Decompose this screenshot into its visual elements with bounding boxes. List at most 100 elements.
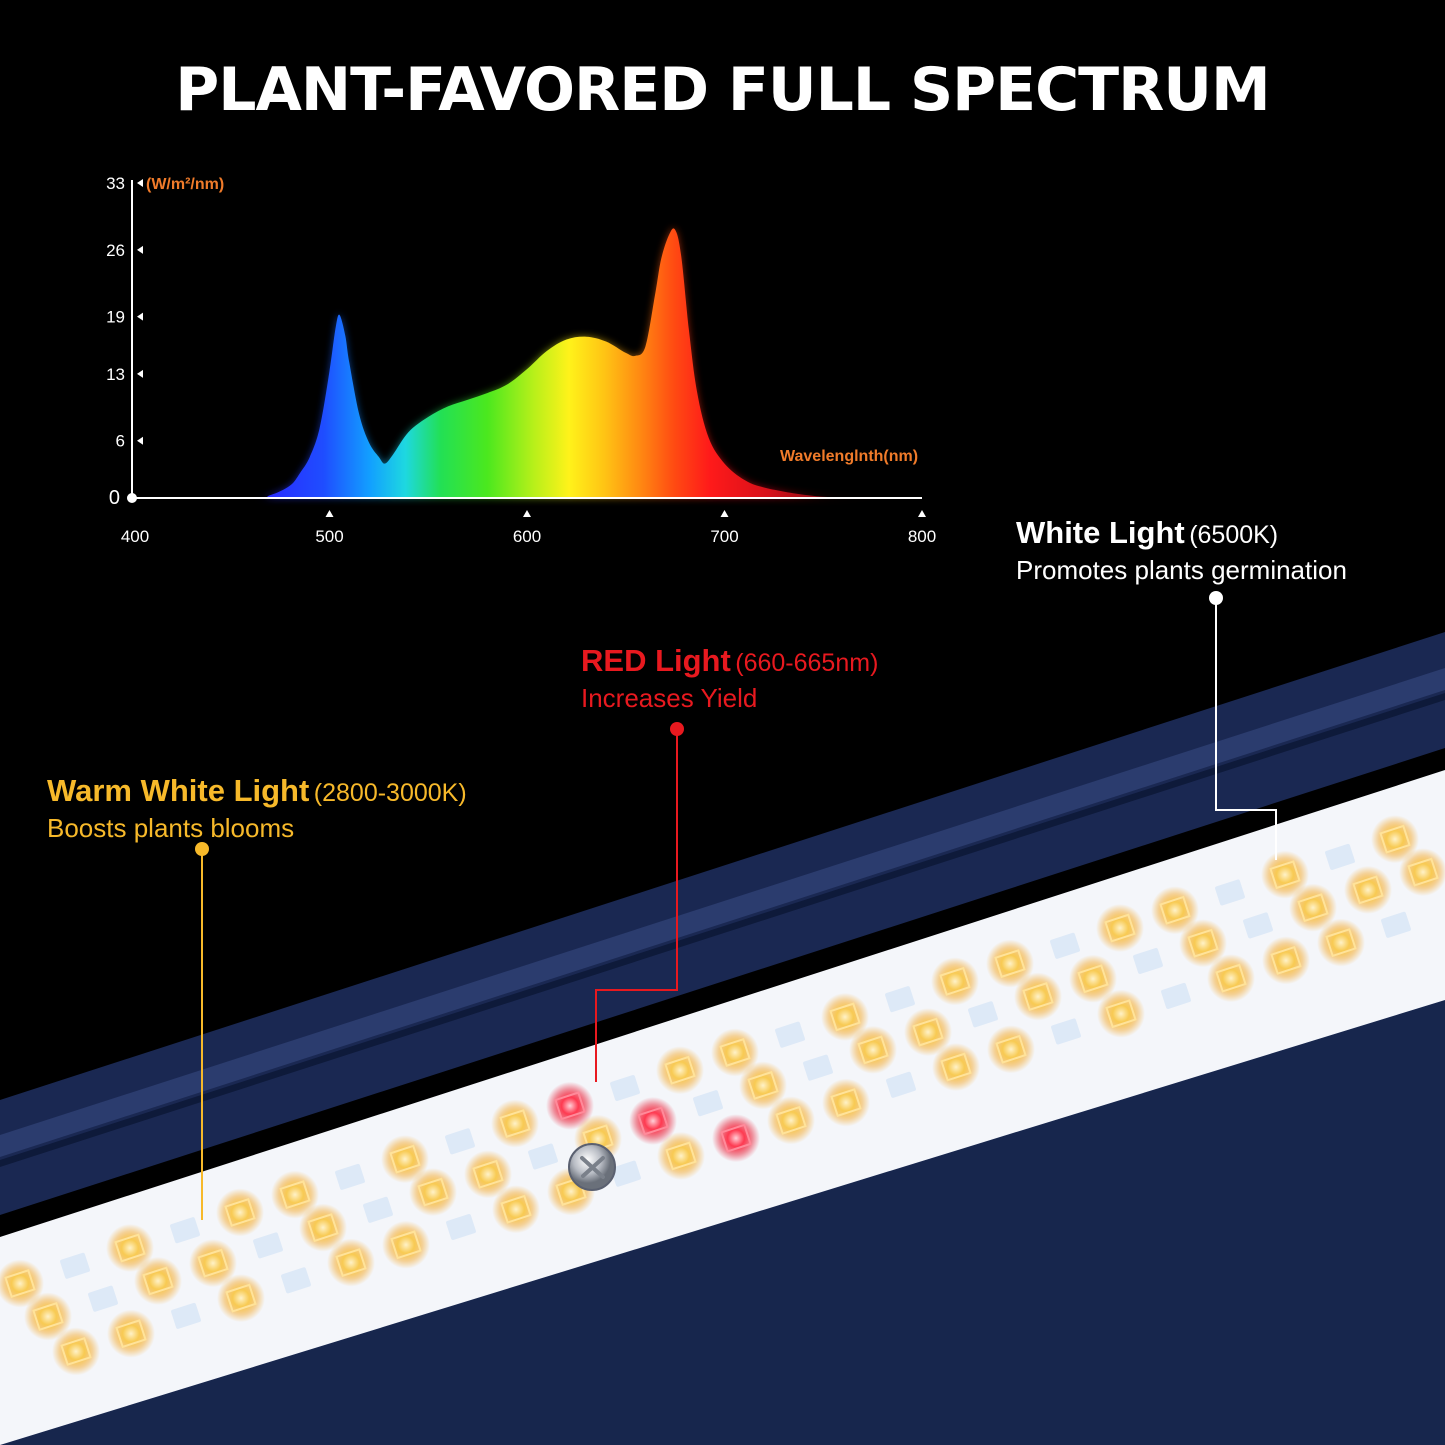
red-light-desc: Increases Yield bbox=[581, 683, 758, 713]
screw-icon bbox=[568, 1143, 616, 1191]
x-tick-label: 800 bbox=[908, 527, 936, 546]
red-led bbox=[712, 1114, 760, 1163]
spectrum-chart: 0 6 13 19 26 33 400 500 600 700 800 (W/m²/nm) Wav… bbox=[106, 174, 936, 546]
warm-led bbox=[299, 1203, 347, 1252]
y-tick-marker bbox=[137, 179, 143, 187]
x-tick-label: 600 bbox=[513, 527, 541, 546]
red-light-callout: RED Light (660-665nm) Increases Yield bbox=[581, 645, 878, 711]
white-led bbox=[60, 1252, 90, 1279]
white-led bbox=[363, 1196, 393, 1223]
bar-housing-rail-dark bbox=[0, 693, 1445, 1167]
white-light-callout: White Light (6500K) Promotes plants germ… bbox=[1016, 517, 1347, 583]
warm-led bbox=[24, 1292, 72, 1341]
page-title: PLANT-FAVORED FULL SPECTRUM bbox=[175, 55, 1270, 125]
warm-led bbox=[52, 1327, 100, 1376]
white-leader-line bbox=[1209, 591, 1277, 860]
warm-led bbox=[739, 1061, 787, 1110]
y-axis-ticks: 0 6 13 19 26 33 bbox=[106, 174, 143, 509]
y-tick-label: 26 bbox=[106, 241, 125, 260]
warm-led bbox=[931, 957, 979, 1006]
warm-led bbox=[0, 1259, 44, 1308]
x-tick-label: 700 bbox=[710, 527, 738, 546]
warm-led bbox=[107, 1309, 155, 1358]
warm-led bbox=[1207, 954, 1255, 1003]
warm-led bbox=[657, 1131, 705, 1180]
white-led bbox=[445, 1128, 475, 1155]
warm-led bbox=[1289, 883, 1337, 932]
axis-origin-dot bbox=[127, 493, 137, 503]
bar-housing-rail bbox=[0, 668, 1445, 1157]
y-tick-marker bbox=[137, 245, 143, 254]
white-led bbox=[610, 1075, 640, 1102]
white-led bbox=[1325, 843, 1355, 870]
led-light-bar bbox=[0, 632, 1445, 1445]
white-led bbox=[171, 1302, 201, 1329]
white-led bbox=[1051, 1018, 1081, 1045]
y-tick-marker bbox=[137, 312, 143, 321]
y-tick-label: 13 bbox=[106, 365, 125, 384]
white-led bbox=[775, 1021, 805, 1048]
red-led bbox=[629, 1096, 677, 1145]
x-tick-label: 500 bbox=[315, 527, 343, 546]
white-led bbox=[1215, 879, 1245, 906]
y-tick-label: 19 bbox=[106, 308, 125, 327]
x-tick-marker bbox=[918, 510, 926, 517]
warm-leader-line bbox=[195, 842, 209, 1220]
red-led bbox=[546, 1081, 594, 1130]
warm-white-callout: Warm White Light (2800-3000K) Boosts pla… bbox=[47, 775, 467, 841]
warm-led bbox=[492, 1185, 540, 1234]
warm-led bbox=[491, 1099, 539, 1148]
warm-led bbox=[1262, 936, 1310, 985]
white-led bbox=[1161, 982, 1191, 1009]
white-led bbox=[1050, 932, 1080, 959]
warm-led bbox=[656, 1046, 704, 1095]
warm-led bbox=[134, 1256, 182, 1305]
white-light-title: White Light bbox=[1016, 515, 1185, 550]
warm-led bbox=[464, 1150, 512, 1199]
warm-led bbox=[271, 1170, 319, 1219]
warm-led bbox=[821, 992, 869, 1041]
warm-led bbox=[1096, 904, 1144, 953]
warm-led bbox=[1151, 886, 1199, 935]
warm-led bbox=[106, 1223, 154, 1272]
x-tick-label: 400 bbox=[121, 527, 149, 546]
x-tick-marker bbox=[325, 510, 334, 517]
white-led bbox=[803, 1054, 833, 1081]
white-led bbox=[968, 1001, 998, 1028]
warm-led bbox=[932, 1043, 980, 1092]
warm-led bbox=[1179, 919, 1227, 968]
warm-led bbox=[1097, 989, 1145, 1038]
warm-led bbox=[849, 1025, 897, 1074]
x-tick-marker bbox=[720, 510, 729, 517]
warm-led bbox=[217, 1274, 265, 1323]
x-axis-label: Wavelenglnth(nm) bbox=[780, 448, 918, 465]
y-axis-label: (W/m²/nm) bbox=[146, 176, 224, 193]
warm-led bbox=[1317, 918, 1365, 967]
warm-led bbox=[381, 1135, 429, 1184]
white-led bbox=[1133, 947, 1163, 974]
warm-led bbox=[1344, 865, 1392, 914]
y-tick-label: 0 bbox=[109, 487, 120, 509]
warm-led bbox=[327, 1238, 375, 1287]
white-led bbox=[611, 1160, 641, 1187]
warm-led bbox=[1069, 954, 1117, 1003]
white-light-spec: (6500K) bbox=[1189, 521, 1279, 549]
warm-led bbox=[904, 1008, 952, 1057]
x-axis-ticks: 400 500 600 700 800 bbox=[121, 510, 936, 546]
warm-led bbox=[767, 1096, 815, 1145]
spectrum-area bbox=[132, 228, 922, 498]
white-led bbox=[446, 1214, 476, 1241]
warm-white-spec: (2800-3000K) bbox=[313, 779, 467, 807]
warm-white-desc: Boosts plants blooms bbox=[47, 813, 295, 843]
white-led bbox=[253, 1232, 283, 1259]
red-light-title: RED Light bbox=[581, 643, 731, 678]
white-led bbox=[885, 986, 915, 1013]
warm-led bbox=[987, 1025, 1035, 1074]
warm-led bbox=[986, 939, 1034, 988]
red-leader-line bbox=[595, 722, 684, 1082]
white-led bbox=[693, 1090, 723, 1117]
y-tick-marker bbox=[137, 369, 143, 378]
white-led bbox=[170, 1217, 200, 1244]
white-led bbox=[88, 1285, 118, 1312]
